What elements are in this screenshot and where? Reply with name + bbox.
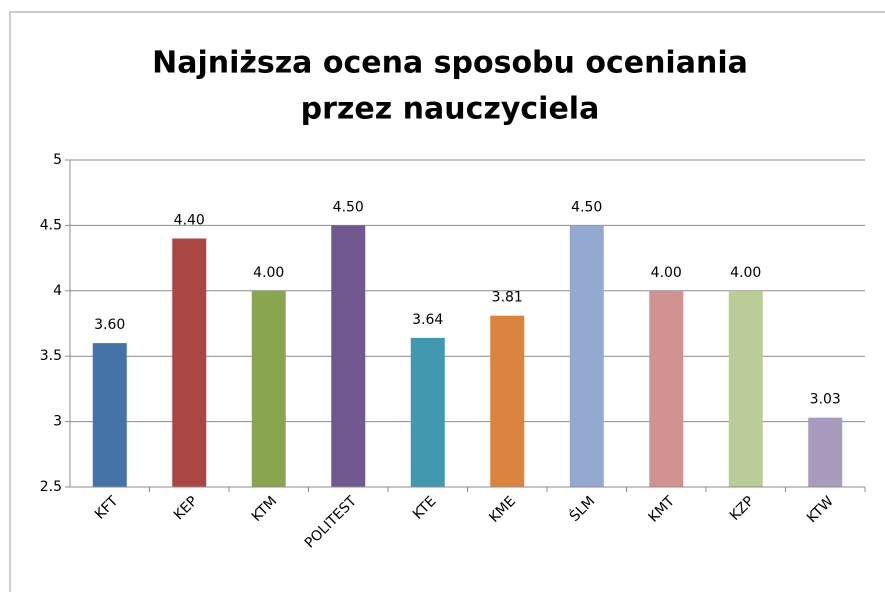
y-tick-label: 4.5: [40, 217, 62, 233]
bar: [808, 417, 843, 487]
bar: [728, 290, 763, 487]
y-tick-label: 5: [53, 152, 62, 168]
data-label: 4.00: [730, 265, 761, 281]
data-label: 3.64: [412, 312, 443, 328]
data-label: 4.50: [571, 199, 602, 215]
chart-title: Najniższa ocena sposobu oceniania: [152, 46, 748, 81]
bar: [172, 238, 207, 487]
y-tick-label: 3: [53, 414, 62, 430]
bar: [569, 225, 604, 487]
data-label: 4.50: [333, 199, 364, 215]
data-label: 4.00: [651, 265, 682, 281]
bar: [410, 337, 445, 487]
data-label: 3.03: [810, 392, 841, 408]
data-label: 3.81: [492, 290, 523, 306]
chart-title: przez nauczyciela: [301, 92, 600, 127]
data-label: 4.00: [253, 265, 284, 281]
y-tick-label: 4: [53, 283, 62, 299]
bar: [251, 290, 286, 487]
data-label: 4.40: [174, 212, 205, 228]
bar: [92, 343, 127, 487]
y-tick-label: 2.5: [40, 479, 62, 495]
data-label: 3.60: [94, 317, 125, 333]
bar: [649, 290, 684, 487]
bar: [490, 315, 525, 487]
y-tick-label: 3.5: [40, 348, 62, 364]
bar: [331, 225, 366, 487]
